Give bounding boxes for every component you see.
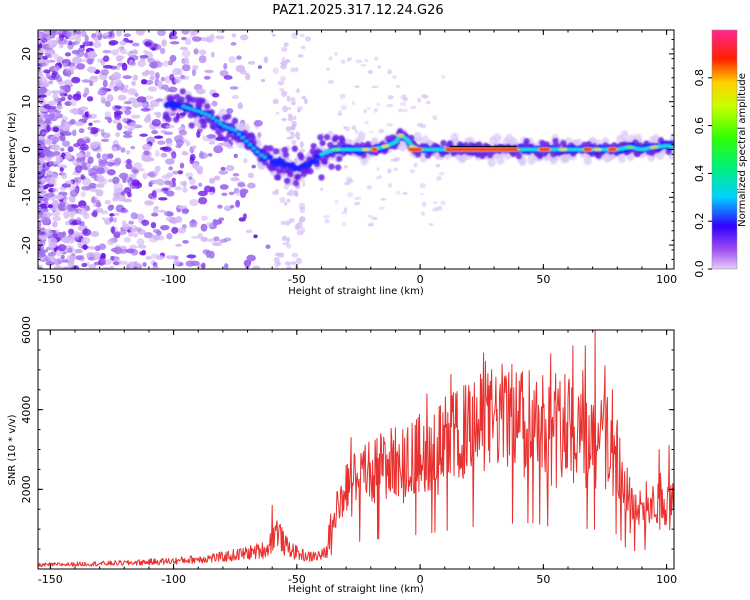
colorbar-tick-label: 0.4	[693, 165, 706, 183]
colorbar-gradient	[712, 30, 737, 269]
spectrogram-xtick-label: -50	[288, 273, 306, 286]
spectrogram-ytick-label: -20	[20, 236, 33, 254]
snr-xtick-label: 100	[656, 573, 677, 586]
snr-xlabel: Height of straight line (km)	[288, 584, 424, 595]
snr-xtick-label: -150	[38, 573, 63, 586]
snr-xtick-label: 0	[417, 573, 424, 586]
spectrogram-ytick-label: 10	[20, 95, 33, 109]
chart-title: PAZ1.2025.317.12.24.G26	[272, 3, 443, 18]
spectrogram-signal-track	[162, 88, 674, 187]
snr-xtick-label: 50	[536, 573, 550, 586]
spectrogram-xtick-label: 100	[656, 273, 677, 286]
colorbar-tick-label: 0.6	[693, 117, 706, 135]
spectrogram-xtick-label: 0	[417, 273, 424, 286]
snr-series-line	[38, 330, 674, 568]
spectrogram-ytick-label: 20	[20, 47, 33, 61]
spectrogram-xtick-label: -150	[38, 273, 63, 286]
snr-ylabel: SNR (10 * v/v)	[7, 414, 18, 485]
colorbar-tick-label: 0.2	[693, 212, 706, 230]
snr-ytick-label: 2000	[20, 475, 33, 503]
snr-ytick-label: 4000	[20, 396, 33, 424]
spectrogram-ylabel: Frequency (Hz)	[7, 112, 18, 188]
snr-ytick-label: 6000	[20, 316, 33, 344]
colorbar: 0.0 0.2 0.4 0.6 0.8 Normalized spectral ampl…	[693, 29, 748, 278]
spectrogram-xtick-label: 50	[536, 273, 550, 286]
snr-xtick-label: -50	[288, 573, 306, 586]
spectrogram-ytick-label: 0	[20, 146, 33, 153]
colorbar-tick-label: 0.8	[693, 69, 706, 87]
spectrogram-xlabel: Height of straight line (km)	[288, 286, 424, 297]
colorbar-label: Normalized spectral amplitude	[737, 73, 748, 227]
snr-panel: -150 -100 -50 0 50 100 2000 4000 6000 Height of…	[7, 316, 677, 595]
spectrogram-ytick-label: -10	[20, 188, 33, 206]
snr-plot-area	[38, 330, 674, 569]
colorbar-tick-label: 0.0	[693, 260, 706, 278]
spectrogram-noise-blobs	[38, 30, 446, 269]
snr-xtick-label: -100	[161, 573, 186, 586]
spectrogram-xtick-label: -100	[161, 273, 186, 286]
